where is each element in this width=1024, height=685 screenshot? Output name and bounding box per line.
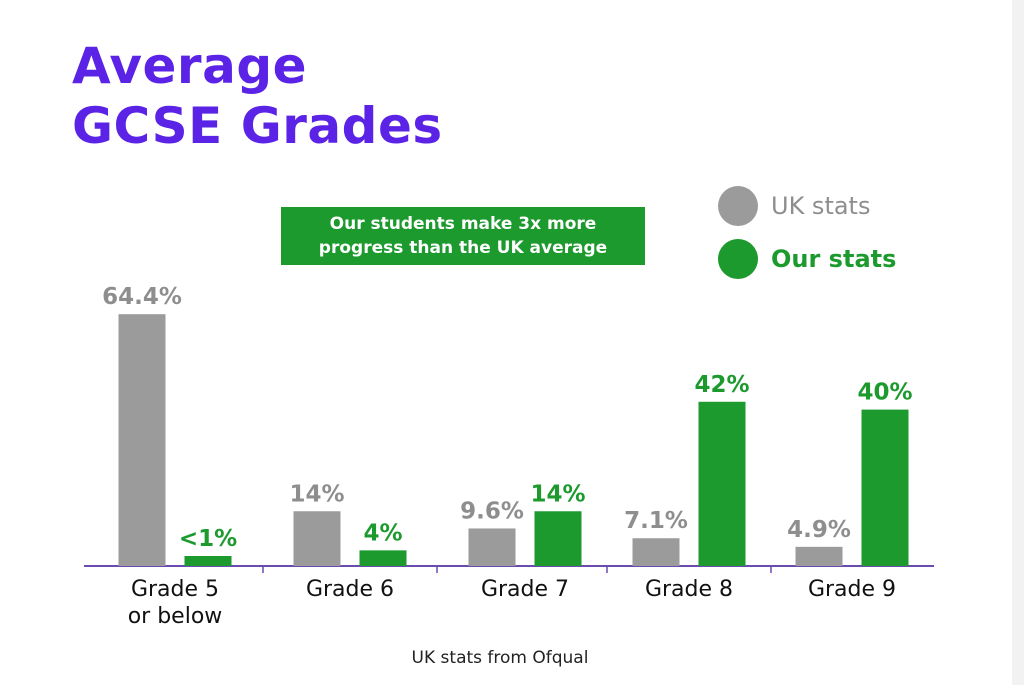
- bar-ours-4: [698, 401, 746, 566]
- bar-uk-3: [468, 528, 516, 566]
- title-line-2: GCSE Grades: [72, 97, 443, 155]
- legend-swatch-uk: [718, 186, 758, 226]
- data-label-uk-5: 4.9%: [787, 517, 851, 543]
- title-line-1: Average: [72, 37, 308, 95]
- data-label-ours-1: <1%: [179, 526, 237, 552]
- bar-uk-1: [118, 314, 166, 566]
- bar-uk-2: [293, 511, 341, 566]
- category-label-1-line-2: or below: [128, 604, 223, 629]
- source-note: UK stats from Ofqual: [411, 648, 589, 668]
- category-label-2: Grade 6: [306, 577, 394, 602]
- progress-callout: Our students make 3x more progress than …: [281, 207, 645, 265]
- category-label-1-line-1: Grade 5: [131, 577, 219, 602]
- chart-title: Average GCSE Grades: [72, 36, 443, 156]
- data-label-uk-4: 7.1%: [624, 508, 688, 534]
- bar-uk-4: [632, 538, 680, 566]
- bar-ours-1: [184, 556, 232, 566]
- data-label-uk-3: 9.6%: [460, 498, 524, 524]
- page-edge: [1012, 0, 1024, 685]
- bar-ours-5: [861, 409, 909, 566]
- data-label-uk-2: 14%: [289, 481, 344, 507]
- bar-uk-5: [795, 546, 843, 566]
- bar-ours-3: [534, 511, 582, 566]
- data-label-uk-1: 64.4%: [102, 284, 182, 310]
- data-label-ours-3: 14%: [530, 481, 585, 507]
- data-label-ours-5: 40%: [857, 380, 912, 406]
- callout-line-2: progress than the UK average: [318, 238, 608, 258]
- legend-swatch-ours: [718, 239, 758, 279]
- legend-item-uk: UK stats: [718, 186, 870, 226]
- bar-ours-2: [359, 550, 407, 566]
- category-label-5: Grade 9: [808, 577, 896, 602]
- legend-label-ours: Our stats: [771, 245, 897, 273]
- category-label-3: Grade 7: [481, 577, 569, 602]
- callout-line-1: Our students make 3x more: [329, 214, 597, 234]
- category-label-4: Grade 8: [645, 577, 733, 602]
- data-label-ours-4: 42%: [694, 372, 749, 398]
- legend-label-uk: UK stats: [771, 192, 871, 220]
- legend-item-ours: Our stats: [718, 239, 896, 279]
- data-label-ours-2: 4%: [363, 520, 402, 546]
